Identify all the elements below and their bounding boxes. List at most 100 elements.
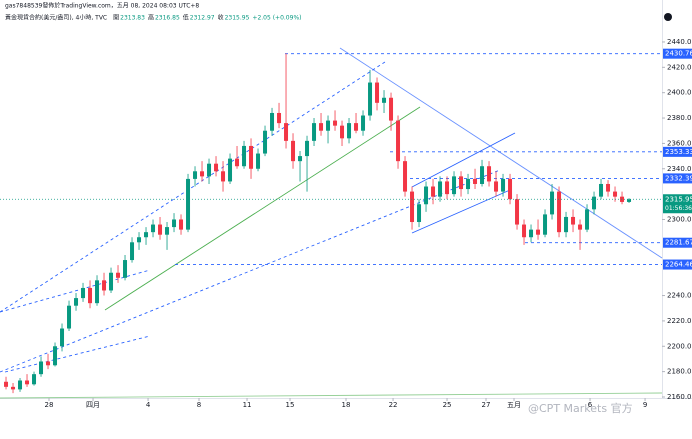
x-tick-label: 18 xyxy=(342,401,351,409)
candle-body xyxy=(39,361,44,375)
level-box xyxy=(663,173,692,184)
candle-body xyxy=(571,216,576,225)
candle-body xyxy=(536,229,541,235)
candle-body xyxy=(620,196,625,202)
trend-line xyxy=(339,47,663,259)
candle-body xyxy=(627,199,632,202)
ohlc-label: 收 xyxy=(218,14,224,22)
publisher: gas7848539發佈於TradingView.com，五月 08, 2024… xyxy=(5,2,199,10)
y-tick-label: 2220.00 xyxy=(667,317,692,325)
symbol: 黃金現貨合約(美元/盎司), 4小時, TVC xyxy=(5,14,107,22)
candle-body xyxy=(270,112,275,131)
candle-body xyxy=(585,209,590,230)
x-tick-label: 27 xyxy=(482,401,491,409)
ohlc-label: 開 xyxy=(113,15,119,22)
candle-body xyxy=(424,186,429,205)
drawings xyxy=(0,47,663,399)
candle-body xyxy=(459,176,464,190)
candle-body xyxy=(179,219,184,230)
candle-body xyxy=(368,82,373,116)
candle-body xyxy=(445,181,450,195)
y-tick-label: 2180.00 xyxy=(667,368,692,376)
y-tick-label: 2440.00 xyxy=(667,38,692,46)
candle-body xyxy=(515,199,520,225)
y-tick-label: 2420.00 xyxy=(667,63,692,71)
level-label: 2353.33 xyxy=(665,148,692,156)
y-tick-label: 2300.00 xyxy=(667,215,692,223)
trend-line xyxy=(0,392,663,399)
candle-body xyxy=(25,380,30,385)
candle-body xyxy=(214,163,219,172)
candle-body xyxy=(382,97,387,103)
candle-body xyxy=(326,120,331,131)
candle-body xyxy=(522,224,527,238)
candle-body xyxy=(564,216,569,233)
y-tick-label: 2200.00 xyxy=(667,342,692,350)
candle-body xyxy=(452,176,457,195)
candle-body xyxy=(67,305,72,329)
candle-body xyxy=(53,346,58,366)
candle-body xyxy=(375,82,380,103)
candle-body xyxy=(438,181,443,197)
candle-body xyxy=(501,178,506,192)
y-tick-label: 2400.00 xyxy=(667,89,692,97)
y-tick-label: 2240.00 xyxy=(667,292,692,300)
candle-body xyxy=(137,237,142,243)
candle-body xyxy=(333,120,338,126)
candle-body xyxy=(340,125,345,139)
logo xyxy=(664,13,672,21)
candle-body xyxy=(312,123,317,141)
x-tick-label: 25 xyxy=(443,401,452,409)
x-tick-label: 4 xyxy=(146,401,151,409)
candle-body xyxy=(291,140,296,162)
candle-body xyxy=(557,191,562,233)
channel-line xyxy=(4,335,151,373)
candle-body xyxy=(354,123,359,131)
candle-body xyxy=(221,171,226,182)
candle-body xyxy=(550,191,555,215)
y-tick-label: 2160.00 xyxy=(667,393,692,401)
channel-line xyxy=(0,61,386,313)
candle-body xyxy=(256,153,261,169)
x-tick-label: 15 xyxy=(286,401,295,409)
level-label: 2281.67 xyxy=(665,239,692,247)
candle-body xyxy=(417,204,422,223)
level-box xyxy=(663,237,692,248)
x-tick-label: 9 xyxy=(643,401,647,409)
candle-body xyxy=(109,272,114,291)
x-tick-label: 五月 xyxy=(507,401,521,409)
candle-body xyxy=(529,229,534,238)
x-tick-label: 8 xyxy=(197,401,201,409)
candle-body xyxy=(186,178,191,230)
candle-body xyxy=(487,166,492,182)
candle-body xyxy=(494,181,499,192)
change: +2.05 (+0.09%) xyxy=(252,15,301,22)
candle-body xyxy=(543,214,548,235)
candle-body xyxy=(207,163,212,177)
watermark: @CPT Markets 官方 xyxy=(528,401,633,415)
candle-body xyxy=(578,224,583,230)
candle-body xyxy=(347,123,352,139)
candle-body xyxy=(60,328,65,347)
candle-body xyxy=(592,196,597,210)
candle-body xyxy=(361,115,366,131)
y-tick-label: 2380.00 xyxy=(667,114,692,122)
candle-body xyxy=(32,374,37,385)
candle-body xyxy=(151,224,156,233)
y-tick-label: 2340.00 xyxy=(667,165,692,173)
level-label: 2430.76 xyxy=(665,50,692,58)
x-tick-label: 6 xyxy=(588,401,593,409)
ohlc-label: 高 xyxy=(148,14,154,22)
last-price-box xyxy=(663,194,692,214)
candle-body xyxy=(403,161,408,192)
candle-body xyxy=(144,232,149,238)
ohlc-value: 2313.83 xyxy=(120,15,145,22)
candle-body xyxy=(473,178,478,184)
candle-body xyxy=(298,156,303,162)
candle-body xyxy=(88,287,93,304)
candle-body xyxy=(102,280,107,291)
candle-body xyxy=(200,171,205,177)
candle-body xyxy=(235,158,240,167)
candle-body xyxy=(130,242,135,261)
